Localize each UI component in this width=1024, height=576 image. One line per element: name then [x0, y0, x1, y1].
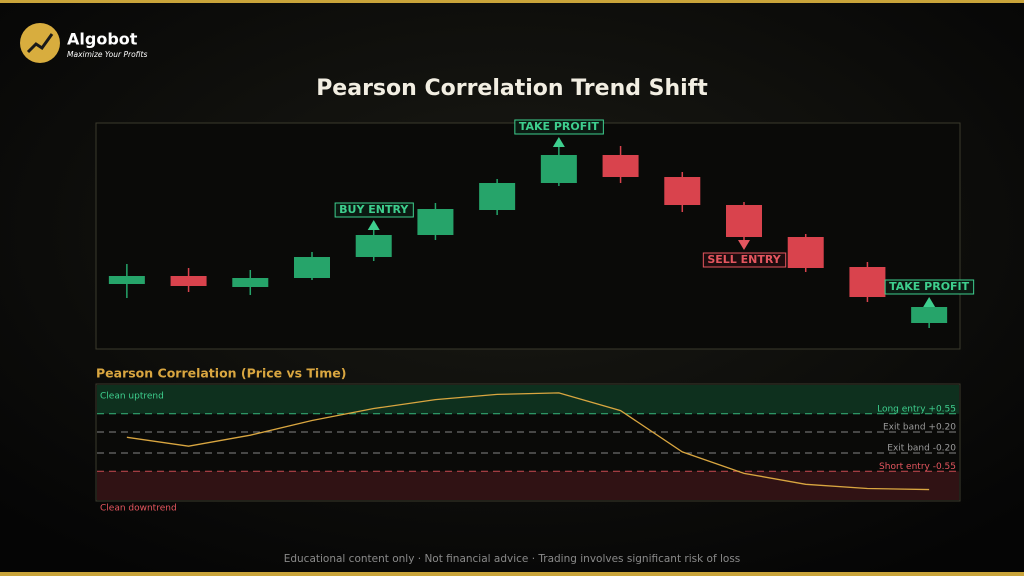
panel-title: Pearson Correlation (Price vs Time): [96, 366, 346, 381]
candle-body: [417, 209, 454, 235]
reference-label: Short entry -0.55: [879, 462, 956, 472]
candle-body: [108, 276, 145, 284]
annotation-arrow: [367, 220, 380, 230]
reference-label: Exit band -0.20: [887, 443, 956, 453]
logo-icon: [20, 23, 60, 63]
annotation-box: [514, 119, 604, 135]
candle-body: [849, 267, 886, 297]
reference-label: Exit band +0.20: [883, 423, 956, 433]
annotation-arrow: [923, 297, 936, 307]
zone-label: Clean downtrend: [100, 504, 177, 514]
candle-body: [232, 278, 269, 287]
annotation-box: [334, 202, 414, 218]
candle-body: [170, 276, 207, 286]
brand-tagline: Maximize Your Profits: [67, 50, 147, 59]
candle-body: [294, 257, 330, 278]
chart-title: Pearson Correlation Trend Shift: [316, 76, 708, 101]
annotation-label: TAKE PROFIT: [519, 120, 600, 133]
candle-body: [664, 177, 701, 205]
annotation-arrow: [738, 240, 750, 250]
candle-body: [540, 155, 577, 183]
zone-label: Clean uptrend: [100, 392, 164, 402]
candle-body: [726, 205, 762, 237]
correlation-line: [126, 392, 930, 491]
candle-body: [602, 155, 639, 177]
annotation-label: BUY ENTRY: [339, 203, 409, 216]
candle-body: [355, 235, 392, 257]
annotation-label: SELL ENTRY: [707, 253, 781, 266]
annotation-arrow: [552, 137, 565, 147]
footer: Educational content only · Not financial…: [284, 553, 741, 565]
zone: [97, 385, 959, 414]
candle-body: [911, 307, 948, 323]
brand-name: Algobot: [67, 30, 138, 49]
reference-label: Long entry +0.55: [877, 404, 956, 414]
zone: [97, 471, 959, 500]
candle-body: [787, 237, 824, 268]
logo-arrow: [26, 33, 54, 54]
annotation-label: TAKE PROFIT: [889, 280, 970, 293]
bottom-border: [0, 572, 1024, 576]
annotation-box: [884, 279, 975, 295]
candle-panel: [95, 122, 961, 350]
top-border: [0, 0, 1024, 3]
candle-body: [479, 183, 516, 210]
annotation-box: [702, 252, 787, 268]
